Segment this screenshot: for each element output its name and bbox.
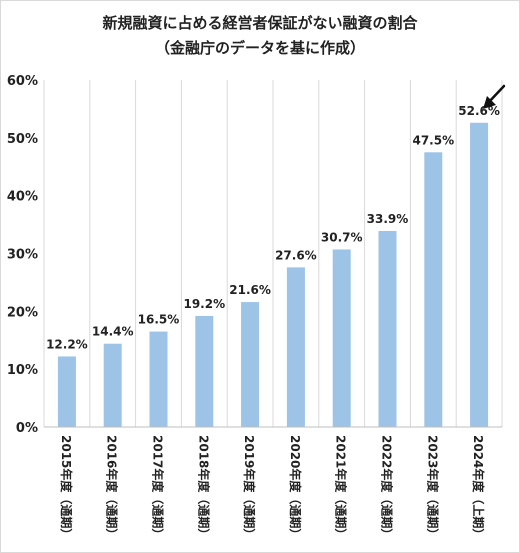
bar [57,356,76,427]
x-tick-label: 2023年度（通期） [425,435,440,540]
bar [424,152,443,427]
bar [103,343,122,427]
data-label: 33.9% [367,212,409,226]
data-label: 30.7% [321,230,363,244]
grid-lines [43,80,503,427]
chart-subtitle: （金融庁のデータを基に作成） [154,39,365,57]
y-tick-label: 30% [7,248,38,263]
data-label: 14.4% [92,325,134,339]
data-label: 21.6% [229,283,271,297]
bar [241,302,260,427]
x-tick-label: 2020年度（通期） [288,435,303,540]
y-tick-label: 40% [7,190,38,205]
data-labels: 12.2% 14.4% 16.5%19.2% 21.6% 27.6% 30.7% 33.9%… [46,104,500,352]
y-tick-label: 20% [7,305,38,320]
x-tick-label: 2021年度（通期） [334,435,349,540]
data-label: 47.5% [412,133,454,147]
x-tick-label: 2019年度（通期） [242,435,257,540]
y-tick-label: 60% [7,74,38,89]
y-tick-label: 50% [7,132,38,147]
annotations [483,84,506,109]
x-tick-label: 2015年度（通期） [59,435,74,540]
x-tick-label: 2022年度（通期） [380,435,395,540]
bars [57,122,489,428]
bar [195,315,214,427]
data-label: 19.2% [183,297,225,311]
bar [378,230,397,427]
bar [149,331,168,427]
data-label: 27.6% [275,248,317,262]
bar [286,267,305,427]
arrow-annotation [483,84,506,109]
data-label: 12.2% [46,337,88,351]
data-label: 16.5% [138,313,180,327]
bar [332,249,351,427]
y-axis: 0% 10% 20% 30% 40% 50% 60% [7,74,38,436]
y-tick-label: 0% [16,421,38,436]
chart-title: 新規融資に占める経営者保証がない融資の割合 [102,14,418,32]
x-tick-label: 2016年度（通期） [105,435,120,540]
x-tick-label: 2024年度（上期） [471,435,486,540]
data-label: 52.6% [458,104,500,118]
bar [470,122,489,428]
x-axis: 2015年度（通期） 2016年度（通期） 2017年度（通期） 2018年度（通期）… [44,426,502,540]
y-tick-label: 10% [7,363,38,378]
x-tick-label: 2017年度（通期） [151,435,166,540]
x-tick-label: 2018年度（通期） [196,435,211,540]
